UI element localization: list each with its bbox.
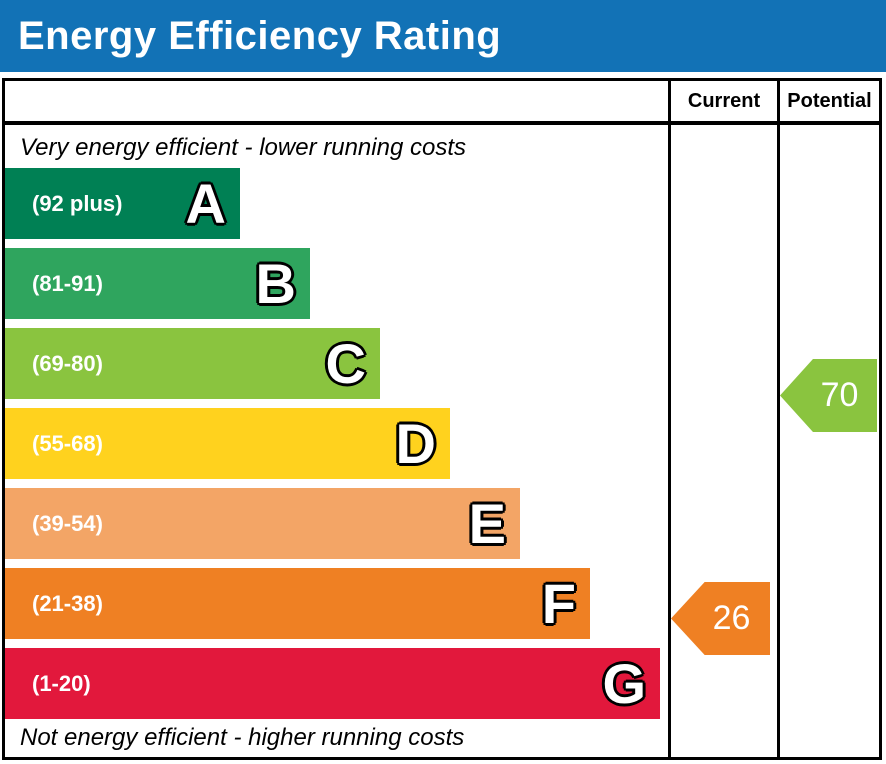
band-range-label: (1-20) — [32, 670, 91, 696]
potential-column-header: Potential — [787, 90, 872, 112]
band-letter: G — [602, 652, 646, 715]
band-range-label: (21-38) — [32, 590, 103, 616]
band-c: (69-80) C — [5, 328, 380, 399]
potential-rating-value: 70 — [820, 376, 859, 414]
band-range-label: (81-91) — [32, 270, 103, 296]
band-d: (55-68) D — [5, 408, 450, 479]
potential-column-divider — [777, 78, 780, 760]
band-f: (21-38) F — [5, 568, 590, 639]
band-range-label: (55-68) — [32, 430, 103, 456]
band-letter: F — [541, 572, 576, 635]
band-range-label: (69-80) — [32, 350, 103, 376]
top-caption: Very energy efficient - lower running co… — [20, 134, 466, 161]
current-column-header: Current — [687, 90, 761, 112]
band-letter: B — [255, 252, 296, 315]
band-e: (39-54) E — [5, 488, 520, 559]
band-range-label: (92 plus) — [32, 190, 123, 216]
current-column-divider — [668, 78, 671, 760]
bottom-caption: Not energy efficient - higher running co… — [20, 724, 465, 751]
page-title: Energy Efficiency Rating — [18, 13, 502, 58]
band-letter: E — [468, 492, 506, 555]
band-letter: A — [185, 172, 226, 235]
title-bar: Energy Efficiency Rating — [0, 0, 886, 72]
current-rating-value: 26 — [712, 599, 751, 637]
band-a: (92 plus) A — [5, 168, 240, 239]
band-letter: C — [325, 332, 366, 395]
band-letter: D — [395, 412, 436, 475]
band-g: (1-20) G — [5, 648, 660, 719]
band-b: (81-91) B — [5, 248, 310, 319]
header-divider — [2, 121, 882, 125]
band-range-label: (39-54) — [32, 510, 103, 536]
chart-frame — [2, 78, 882, 760]
